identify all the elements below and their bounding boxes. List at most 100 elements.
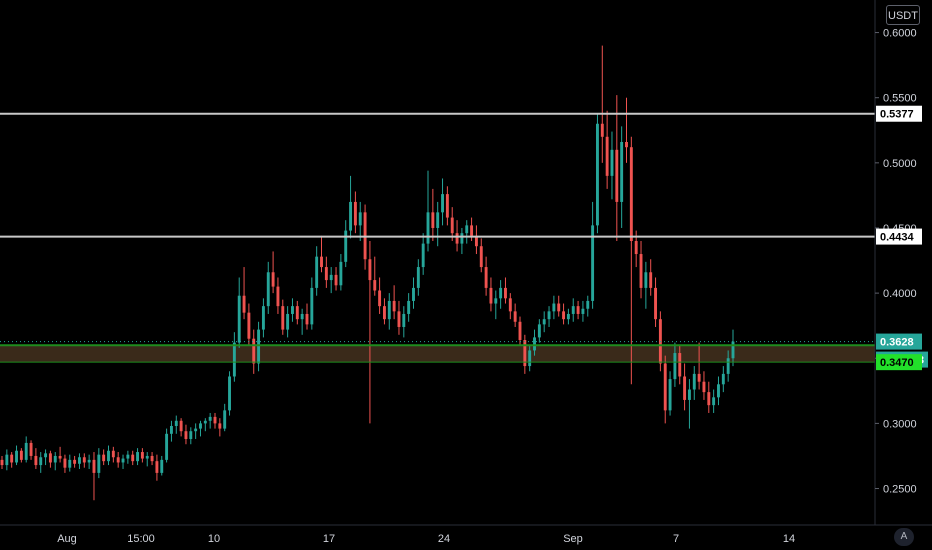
candle-body bbox=[474, 235, 478, 247]
candle-body bbox=[48, 453, 52, 463]
candle bbox=[499, 280, 503, 309]
candle-body bbox=[218, 423, 222, 429]
candle-body bbox=[266, 272, 270, 307]
candle bbox=[257, 321, 261, 372]
time-axis[interactable]: Aug 15:00 10 17 24 Sep 7 14 bbox=[57, 533, 795, 545]
candle-body bbox=[324, 267, 328, 281]
auto-scale-button[interactable]: A bbox=[894, 528, 914, 546]
candle bbox=[29, 440, 33, 460]
candle bbox=[537, 319, 541, 343]
resistance-2-price-tag: 0.4434 bbox=[876, 228, 922, 245]
candle bbox=[431, 188, 435, 242]
candle-body bbox=[721, 373, 725, 385]
x-tick-label: Sep bbox=[563, 533, 583, 545]
candle-body bbox=[329, 274, 333, 281]
candle-body bbox=[300, 313, 304, 320]
candle bbox=[378, 277, 382, 314]
candle-body bbox=[291, 306, 294, 314]
candle-body bbox=[441, 194, 444, 213]
resistance-2-price-tag-text: 0.4434 bbox=[880, 232, 915, 244]
candle bbox=[717, 376, 720, 406]
candle bbox=[441, 178, 444, 226]
candle-body bbox=[533, 337, 536, 351]
candle-body bbox=[576, 306, 580, 314]
currency-button[interactable]: USDT bbox=[886, 5, 920, 25]
candle bbox=[566, 308, 570, 325]
candle-body bbox=[339, 261, 343, 286]
candle bbox=[116, 452, 120, 468]
last-price-tag: 0.3628 bbox=[876, 333, 922, 350]
candle bbox=[155, 454, 159, 481]
candle-body bbox=[566, 313, 570, 320]
candle-body bbox=[44, 453, 48, 458]
candle bbox=[625, 97, 628, 163]
candle-body bbox=[687, 389, 691, 400]
candle-body bbox=[595, 123, 599, 226]
candle bbox=[78, 453, 81, 469]
candle bbox=[174, 415, 178, 434]
candle bbox=[581, 300, 585, 322]
candle-body bbox=[111, 450, 115, 458]
candle-body bbox=[0, 459, 4, 466]
candle bbox=[24, 436, 28, 463]
candle bbox=[542, 311, 546, 333]
candle bbox=[629, 136, 633, 385]
candle-body bbox=[518, 321, 522, 341]
candle bbox=[697, 342, 701, 390]
candle-body bbox=[717, 384, 720, 398]
candle bbox=[726, 350, 730, 382]
candlestick-series bbox=[0, 45, 735, 501]
candle bbox=[353, 191, 357, 234]
candle-body bbox=[179, 420, 183, 432]
candle bbox=[53, 452, 57, 471]
candle-body bbox=[82, 457, 86, 463]
candle-body bbox=[610, 149, 614, 176]
candle bbox=[213, 412, 217, 429]
candle-body bbox=[116, 457, 120, 463]
candle bbox=[242, 267, 246, 320]
candle-body bbox=[184, 431, 188, 440]
candle bbox=[402, 306, 406, 338]
candle-body bbox=[547, 311, 551, 320]
candle bbox=[111, 446, 115, 463]
candle-body bbox=[387, 300, 391, 320]
candle bbox=[5, 449, 9, 471]
candle-body bbox=[586, 300, 590, 309]
candle-body bbox=[436, 212, 440, 228]
candle bbox=[276, 277, 280, 314]
candle bbox=[131, 450, 135, 466]
candle bbox=[571, 298, 575, 322]
candle-body bbox=[87, 459, 91, 463]
candle-body bbox=[649, 272, 653, 288]
candle bbox=[586, 295, 590, 317]
candle bbox=[421, 233, 425, 275]
candle bbox=[605, 110, 609, 189]
candle-body bbox=[121, 458, 125, 463]
candle bbox=[44, 449, 48, 466]
candle bbox=[324, 256, 328, 288]
candle-body bbox=[644, 272, 648, 288]
x-tick-label: 17 bbox=[323, 533, 335, 545]
resistance-1-price-tag-text: 0.5377 bbox=[880, 109, 914, 121]
candle bbox=[58, 446, 62, 463]
candle-body bbox=[620, 141, 624, 202]
candle bbox=[683, 363, 687, 411]
candle-body bbox=[334, 274, 338, 286]
candle bbox=[169, 420, 173, 442]
candle bbox=[426, 170, 430, 252]
candle-body bbox=[378, 290, 382, 307]
candle-body bbox=[499, 287, 503, 299]
candle bbox=[295, 300, 299, 325]
resistance-2-price-tag-bg bbox=[876, 228, 922, 245]
candle bbox=[615, 95, 619, 242]
x-tick-label: Aug bbox=[57, 533, 77, 545]
horizontal-levels[interactable] bbox=[0, 112, 875, 363]
candle bbox=[562, 303, 566, 325]
candle-body bbox=[673, 353, 677, 380]
candle-body bbox=[692, 373, 696, 390]
candle bbox=[528, 345, 532, 372]
candle bbox=[136, 448, 140, 466]
candle bbox=[392, 285, 396, 320]
candle bbox=[165, 428, 169, 463]
